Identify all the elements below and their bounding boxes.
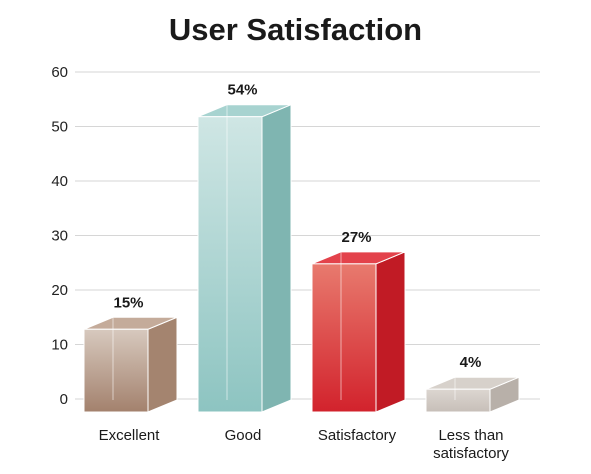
y-tick-label: 40 xyxy=(51,173,68,190)
x-category-label: Less than xyxy=(438,427,503,444)
bar-side-face xyxy=(147,316,178,413)
x-axis-categories: Excellent Good Satisfactory Less thansatisf… xyxy=(99,427,510,462)
bar-front-face xyxy=(425,388,491,413)
bar-satisfactory xyxy=(311,251,406,413)
x-category-label: Good xyxy=(225,427,262,444)
x-category-label: Satisfactory xyxy=(318,427,397,444)
data-label: 27% xyxy=(341,229,371,246)
bar-excellent xyxy=(83,316,178,413)
x-category-label: Excellent xyxy=(99,427,161,444)
bar-front-face xyxy=(83,328,149,413)
bar-side-face xyxy=(261,103,292,413)
chart-title: User Satisfaction xyxy=(168,12,423,47)
y-axis-ticks: 0 10 20 30 40 50 60 xyxy=(51,64,68,408)
data-label: 15% xyxy=(113,294,143,311)
y-tick-label: 30 xyxy=(51,228,68,245)
bars xyxy=(83,103,520,413)
data-label: 54% xyxy=(227,82,257,99)
bar-front-face xyxy=(311,263,377,413)
y-tick-label: 60 xyxy=(51,64,68,81)
bar-less-than-satisfactory xyxy=(425,376,520,413)
data-label: 4% xyxy=(460,354,482,371)
y-tick-label: 0 xyxy=(60,391,68,408)
data-labels: 15% 54% 27% 4% xyxy=(113,82,481,372)
y-tick-label: 20 xyxy=(51,282,68,299)
bar-front-face xyxy=(197,116,263,413)
y-tick-label: 50 xyxy=(51,119,68,136)
x-category-label: satisfactory xyxy=(433,445,509,462)
bar-side-face xyxy=(375,251,406,413)
bar-good xyxy=(197,103,292,413)
y-tick-label: 10 xyxy=(51,337,68,354)
